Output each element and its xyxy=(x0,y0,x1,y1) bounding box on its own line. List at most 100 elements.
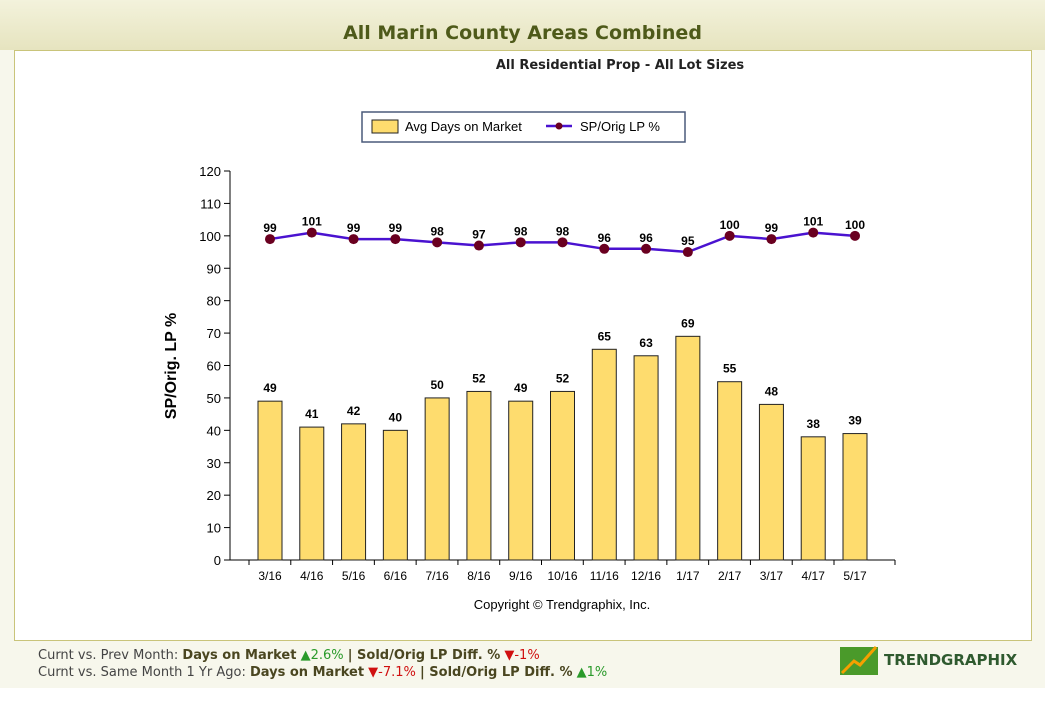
line-point xyxy=(473,240,484,251)
bar-label: 50 xyxy=(430,378,444,392)
bar-label: 52 xyxy=(472,371,486,385)
legend-marker xyxy=(555,122,563,130)
logo-chart-icon xyxy=(840,646,878,675)
line-point xyxy=(265,234,275,245)
x-tick-label: 5/16 xyxy=(342,569,366,583)
bar-label: 63 xyxy=(639,336,653,350)
lp-label: | Sold/Orig LP Diff. % xyxy=(420,665,573,680)
line-point xyxy=(515,237,526,248)
copyright: Copyright © Trendgraphix, Inc. xyxy=(474,597,651,612)
down-arrow-icon: ▼ xyxy=(368,665,379,680)
page-title: All Marin County Areas Combined xyxy=(343,22,702,44)
bar xyxy=(341,423,367,561)
line-point xyxy=(306,227,317,238)
bar-label: 41 xyxy=(305,407,319,421)
dom-change: -7.1% xyxy=(378,665,416,680)
x-tick-label: 9/16 xyxy=(509,569,533,583)
point-label: 99 xyxy=(389,221,403,235)
x-tick-label: 2/17 xyxy=(718,569,742,583)
up-arrow-icon: ▲ xyxy=(576,665,587,680)
down-arrow-icon: ▼ xyxy=(504,648,515,663)
y-tick-label: 90 xyxy=(207,261,221,276)
label: Curnt vs. Prev Month: xyxy=(38,648,179,663)
point-label: 101 xyxy=(803,215,823,229)
lp-change: 1% xyxy=(586,665,608,680)
y-tick-label: 100 xyxy=(199,229,221,244)
line-point xyxy=(724,230,735,241)
point-label: 96 xyxy=(639,231,653,245)
logo-text: TRENDGRAPHIX xyxy=(884,651,1018,669)
point-label: 99 xyxy=(263,221,277,235)
point-label: 101 xyxy=(302,215,322,229)
label: Curnt vs. Same Month 1 Yr Ago: xyxy=(38,665,246,680)
legend-label-line: SP/Orig LP % xyxy=(580,119,660,134)
bar xyxy=(257,400,283,561)
bar xyxy=(591,348,617,561)
line-point xyxy=(599,243,610,254)
x-tick-label: 7/16 xyxy=(425,569,449,583)
y-tick-label: 80 xyxy=(207,294,221,309)
chart: 0 10 20 30 40 50 60 70 80 90 100 110 120 SP/Orig. LP … xyxy=(163,111,896,612)
up-arrow-icon: ▲ xyxy=(300,648,311,663)
bar xyxy=(382,429,408,561)
line-point xyxy=(850,230,860,241)
x-tick-label: 1/17 xyxy=(676,569,700,583)
x-tick-label: 5/17 xyxy=(843,569,867,583)
dom-change: 2.6% xyxy=(310,648,344,663)
y-axis-label: SP/Orig. LP % xyxy=(163,313,180,419)
x-tick-label: 12/16 xyxy=(631,569,661,583)
bar-label: 39 xyxy=(848,414,862,428)
line-point xyxy=(390,234,401,245)
title-bar: All Marin County Areas Combined xyxy=(0,0,1045,50)
bar-label: 69 xyxy=(681,316,695,330)
line-point xyxy=(766,234,777,245)
line-point xyxy=(808,227,819,238)
bar xyxy=(717,381,743,561)
line-point xyxy=(641,243,652,254)
y-tick-label: 50 xyxy=(207,391,221,406)
y-tick-label: 70 xyxy=(207,326,221,341)
legend-label-bars: Avg Days on Market xyxy=(405,119,522,134)
y-tick-label: 30 xyxy=(207,456,221,471)
bar-label: 49 xyxy=(514,381,528,395)
bar xyxy=(508,400,534,561)
point-label: 100 xyxy=(720,218,740,232)
dom-label: Days on Market xyxy=(249,665,365,680)
x-tick-label: 4/17 xyxy=(802,569,826,583)
bar-label: 38 xyxy=(807,417,821,431)
x-tick-label: 4/16 xyxy=(300,569,324,583)
y-tick-label: 120 xyxy=(199,164,221,179)
y-tick-label: 40 xyxy=(207,423,221,438)
y-tick-label: 20 xyxy=(207,488,221,503)
bar-label: 48 xyxy=(765,384,779,398)
x-tick-label: 6/16 xyxy=(384,569,408,583)
legend-swatch-bars xyxy=(371,119,399,134)
lp-change: -1% xyxy=(514,648,540,663)
x-tick-label: 3/17 xyxy=(760,569,784,583)
y-tick-label: 60 xyxy=(207,359,221,374)
bar xyxy=(550,390,575,561)
bar xyxy=(758,403,784,561)
footer-row-year-ago: Curnt vs. Same Month 1 Yr Ago: Days on M… xyxy=(38,665,607,680)
line-point xyxy=(557,237,568,248)
bar-label: 65 xyxy=(598,329,612,343)
point-label: 99 xyxy=(347,221,361,235)
bar xyxy=(299,426,325,561)
line-point xyxy=(682,247,693,258)
y-tick-label: 10 xyxy=(207,521,221,536)
bar-label: 55 xyxy=(723,362,737,376)
chart-subtitle: All Residential Prop - All Lot Sizes xyxy=(495,58,745,73)
bar-label: 49 xyxy=(263,381,277,395)
bar xyxy=(633,355,659,561)
x-tick-label: 10/16 xyxy=(547,569,577,583)
point-label: 98 xyxy=(556,224,570,238)
point-label: 95 xyxy=(681,234,695,248)
x-tick-label: 3/16 xyxy=(258,569,282,583)
bar xyxy=(466,390,492,561)
bar xyxy=(842,433,868,561)
bar-label: 52 xyxy=(556,371,570,385)
lp-label: | Sold/Orig LP Diff. % xyxy=(347,648,501,663)
point-label: 96 xyxy=(598,231,612,245)
point-label: 98 xyxy=(430,224,444,238)
x-tick-label: 8/16 xyxy=(467,569,491,583)
